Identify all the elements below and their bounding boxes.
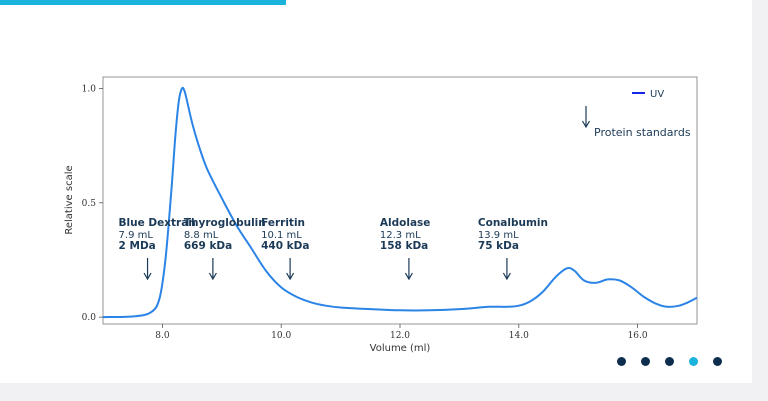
standard-arrowhead (208, 272, 217, 281)
standard-mass: 669 kDa (184, 240, 232, 252)
y-tick-label: 0.5 (82, 199, 97, 209)
x-tick-label: 8.0 (155, 331, 170, 341)
pager-dot-5[interactable] (713, 356, 722, 366)
pager-dot-1[interactable] (617, 356, 626, 366)
standard-arrowhead (286, 272, 295, 281)
x-axis-label: Volume (ml) (370, 343, 431, 354)
y-tick-label: 0.0 (82, 313, 97, 323)
x-tick-label: 14.0 (509, 331, 529, 341)
y-tick-label: 1.0 (82, 84, 97, 94)
x-tick-label: 10.0 (271, 331, 291, 341)
standard-mass: 158 kDa (380, 240, 428, 252)
legend-uv-label: UV (650, 89, 664, 100)
y-axis-ticks: 0.0 0.5 1.0 (82, 84, 103, 323)
standard-mass: 75 kDa (478, 240, 519, 252)
standard-name: Blue Dextran (119, 217, 196, 229)
standard-arrowhead (404, 272, 413, 281)
content-card (0, 0, 752, 383)
standard-volume: 10.1 mL (261, 230, 302, 241)
standard-name: Aldolase (380, 217, 431, 229)
standard-volume: 8.8 mL (184, 230, 219, 241)
standard-mass: 2 MDa (119, 240, 156, 252)
plot-frame (102, 76, 698, 325)
legend: UV Protein standards (581, 89, 691, 139)
standard-mass: 440 kDa (261, 240, 309, 252)
legend-marker-arrowhead (581, 120, 591, 129)
standard-name: Conalbumin (478, 217, 548, 229)
standard-arrowhead (502, 272, 511, 281)
x-tick-label: 12.0 (390, 331, 410, 341)
standard-name: Thyroglobulin (184, 217, 266, 229)
standard-arrowhead (143, 272, 152, 281)
x-tick-label: 16.0 (628, 331, 648, 341)
carousel-pager (617, 354, 737, 368)
uv-series-line (102, 86, 698, 319)
y-axis-label: Relative scale (64, 165, 75, 234)
standard-name: Ferritin (261, 217, 305, 229)
standard-volume: 12.3 mL (380, 230, 421, 241)
standard-volume: 7.9 mL (119, 230, 154, 241)
top-accent-bar (0, 0, 286, 5)
x-axis-ticks: 8.0 10.0 12.0 14.0 16.0 (155, 324, 648, 341)
pager-dot-2[interactable] (641, 356, 650, 366)
standard-volume: 13.9 mL (478, 230, 519, 241)
pager-dot-4[interactable] (689, 356, 698, 366)
pager-dot-3[interactable] (665, 356, 674, 366)
legend-marker-label: Protein standards (594, 126, 691, 139)
